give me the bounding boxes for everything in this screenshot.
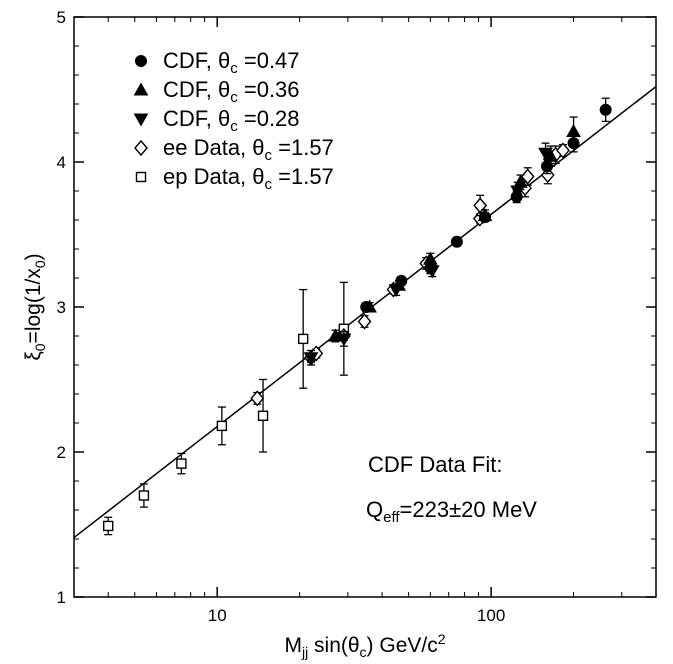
data-point-circle	[450, 235, 463, 248]
data-point-square	[176, 458, 187, 469]
data-point-triangle-up	[328, 328, 343, 342]
legend-label-main: CDF, θ	[163, 77, 230, 102]
legend-label-main: ee Data, θ	[163, 135, 265, 160]
x-tick-label: 10	[208, 606, 227, 625]
data-point-diamond	[250, 390, 265, 407]
data-point-square	[257, 410, 269, 421]
data-point-diamond	[520, 168, 535, 185]
legend-marker	[134, 139, 148, 157]
data-point-circle	[479, 211, 492, 224]
data-point-circle	[360, 301, 373, 313]
legend-label-main: ep Data, θ	[163, 164, 265, 189]
data-point-circle	[541, 160, 554, 173]
legend-label-sub: c	[265, 147, 273, 164]
data-point-square	[297, 333, 309, 345]
data-points	[103, 97, 612, 536]
y-tick-label: 4	[57, 153, 66, 172]
x-axis-title: Mjj sin(θc) GeV/c2	[284, 631, 445, 660]
data-point-diamond	[473, 197, 488, 214]
data-point-circle	[424, 261, 437, 274]
legend-marker	[133, 82, 149, 96]
data-point-triangle-down	[303, 352, 319, 366]
legend-label: ep Data, θc =1.57	[163, 164, 334, 193]
legend-label-value: =1.57	[272, 164, 334, 189]
legend-label: CDF, θc =0.36	[163, 77, 300, 106]
y-axis-title: ξ0=log(1/x0)	[22, 253, 48, 360]
fit-annotation-value: Qeff=223±20 MeV	[366, 497, 537, 526]
legend-label: CDF, θc =0.47	[163, 48, 300, 77]
legend-label-value: =0.47	[238, 48, 300, 73]
data-point-circle	[567, 137, 580, 150]
data-point-circle	[599, 103, 612, 116]
data-point-diamond	[357, 313, 372, 330]
legend-label-value: =0.36	[238, 77, 300, 102]
legend-label: ee Data, θc =1.57	[163, 135, 334, 164]
legend-label-sub: c	[265, 176, 273, 193]
data-point-triangle-up	[513, 174, 528, 188]
y-tick-label: 5	[57, 8, 66, 27]
legend-label: CDF, θc =0.28	[163, 106, 300, 135]
legend-label-value: =0.28	[238, 106, 300, 131]
y-tick-label: 2	[57, 443, 66, 462]
axis-ticks: 1 2 3 4 5 10 100	[57, 8, 657, 625]
y-tick-label: 3	[57, 298, 66, 317]
legend-label-main: CDF, θ	[163, 48, 230, 73]
data-point-diamond	[556, 142, 570, 159]
data-point-circle	[395, 274, 408, 287]
data-point-square	[216, 420, 228, 432]
legend-marker	[135, 55, 147, 67]
legend-label-value: =1.57	[272, 135, 334, 160]
legend-marker	[135, 171, 147, 183]
data-point-square	[138, 490, 150, 501]
legend-label-main: CDF, θ	[163, 106, 230, 131]
legend-marker	[133, 113, 149, 127]
data-point-triangle-up	[543, 148, 559, 162]
y-tick-label: 1	[57, 588, 66, 607]
legend-label-sub: c	[230, 118, 238, 135]
legend-label-sub: c	[230, 89, 238, 106]
x-tick-label: 100	[477, 606, 505, 625]
data-point-circle	[510, 190, 523, 203]
data-point-square	[103, 520, 114, 532]
legend-label-sub: c	[230, 60, 238, 77]
fit-annotation-title: CDF Data Fit:	[368, 452, 502, 477]
